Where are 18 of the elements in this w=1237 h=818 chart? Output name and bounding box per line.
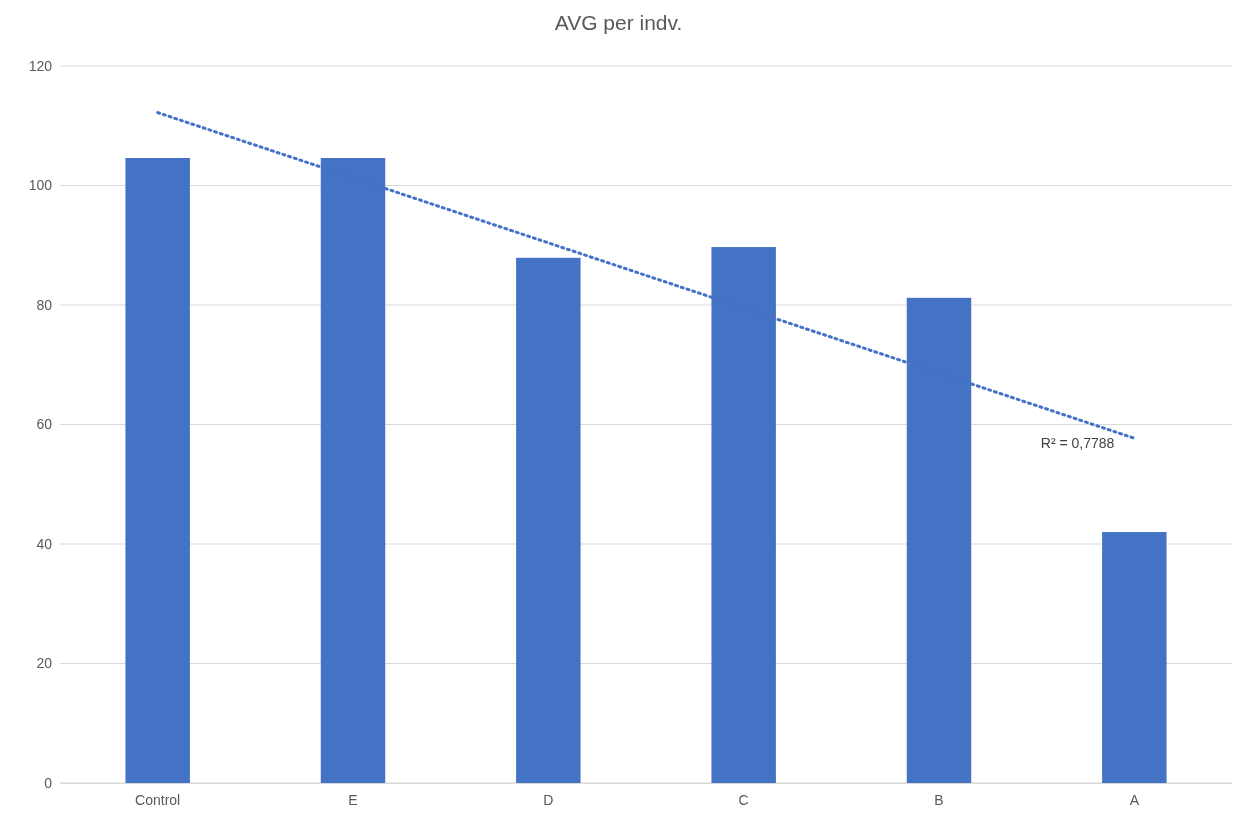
x-tick-label: B <box>934 791 944 808</box>
chart-title: AVG per indv. <box>554 11 683 34</box>
y-tick-label: 40 <box>36 535 53 552</box>
x-tick-label: C <box>738 791 749 808</box>
y-tick-label: 100 <box>28 177 53 194</box>
x-tick-label: E <box>348 791 358 808</box>
y-tick-label: 60 <box>36 416 53 433</box>
bar <box>125 158 190 783</box>
bar <box>1102 532 1167 783</box>
x-tick-label: Control <box>135 791 181 808</box>
x-tick-label: A <box>1129 791 1140 808</box>
y-tick-label: 80 <box>36 296 53 313</box>
annotation: R² = 0,7788 <box>1040 435 1115 452</box>
y-tick-label: 0 <box>44 774 53 791</box>
x-tick-label: D <box>543 791 554 808</box>
y-tick-label: 20 <box>36 655 53 672</box>
bar <box>516 257 581 783</box>
y-tick-label: 120 <box>28 57 53 74</box>
